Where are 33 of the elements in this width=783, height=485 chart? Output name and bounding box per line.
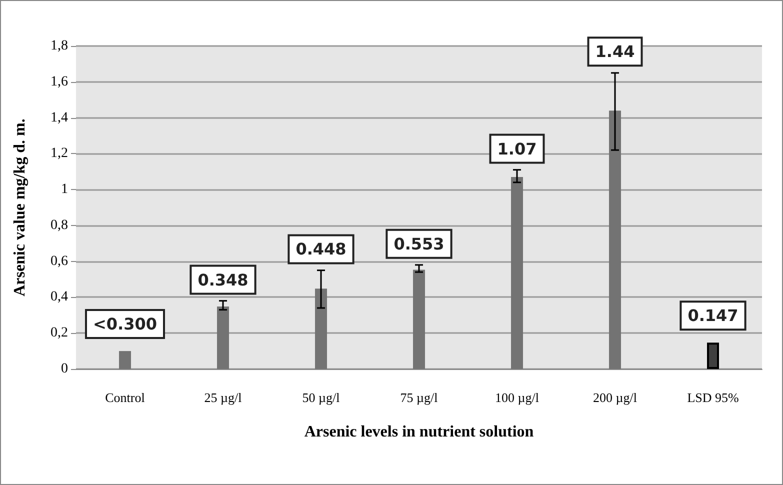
data-label: 0.448: [296, 240, 346, 259]
data-label: 0.147: [688, 306, 738, 326]
bar: [315, 288, 327, 369]
y-tick-label: 1,6: [50, 74, 68, 90]
data-label: 1.44: [595, 42, 635, 62]
x-tick-label: 75 µg/l: [400, 390, 438, 405]
x-tick-label: Control: [105, 390, 146, 405]
y-axis-title: Arsenic value mg/kg d. m.: [12, 118, 28, 296]
bar: [609, 110, 621, 369]
x-axis-title: Arsenic levels in nutrient solution: [304, 424, 534, 440]
data-label: <0.300: [92, 314, 158, 334]
y-tick-label: 1,4: [50, 110, 68, 126]
y-tick-label: 0: [61, 362, 68, 376]
x-tick-label: 50 µg/l: [302, 390, 340, 405]
bar: [707, 342, 719, 369]
x-tick-label: 100 µg/l: [495, 390, 540, 405]
y-tick-label: 0,2: [50, 326, 68, 341]
bar: [217, 306, 229, 369]
data-label: 1.07: [497, 139, 537, 158]
bar: [511, 176, 523, 369]
bar: [119, 351, 131, 369]
y-tick-label: 1: [61, 182, 68, 198]
y-tick-label: 0,4: [50, 290, 68, 305]
x-tick-label: LSD 95%: [687, 390, 739, 405]
data-label: 0.348: [198, 270, 248, 290]
x-tick-label: 200 µg/l: [593, 390, 638, 405]
bar: [413, 270, 425, 369]
data-label: 0.553: [394, 234, 444, 254]
y-tick-label: 1,2: [50, 146, 68, 162]
y-tick-label: 0,8: [50, 218, 68, 233]
y-tick-label: 1,8: [50, 38, 68, 54]
x-tick-label: 25 µg/l: [204, 390, 242, 405]
y-tick-label: 0,6: [50, 254, 68, 269]
